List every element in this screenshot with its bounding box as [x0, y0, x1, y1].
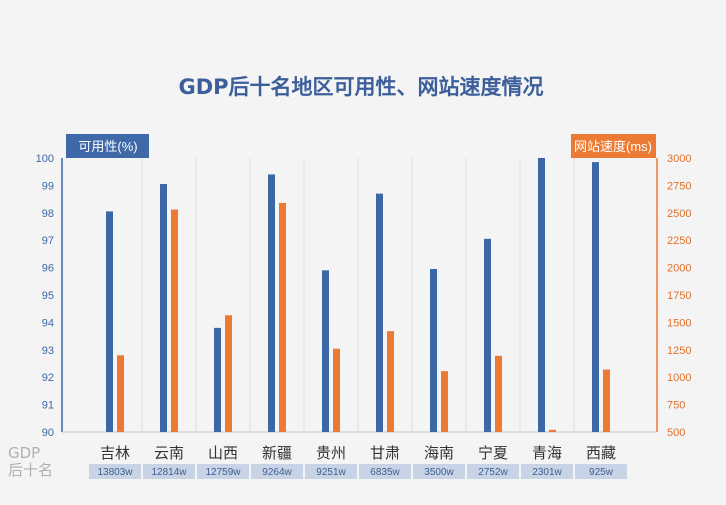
left-axis-ticks: 90 91 92 93 94 95 96 97 98 99 100: [36, 153, 54, 439]
gdp-value-box: [305, 464, 357, 479]
bar-availability: [538, 158, 545, 432]
gdp-value-box: [467, 464, 519, 479]
gdp-value: 9251w: [316, 467, 346, 478]
gdp-value-box: [143, 464, 195, 479]
left-tick-label: 94: [42, 317, 54, 329]
bar-availability: [484, 238, 491, 432]
bar-speed: [171, 209, 178, 432]
bar-availability: [592, 162, 599, 433]
category-labels: 吉林 云南 山西 新疆 贵州 甘肃 海南 宁夏 青海 西藏: [100, 444, 616, 462]
category-label: 甘肃: [370, 444, 400, 462]
gdp-value-box: [197, 464, 249, 479]
axes: [61, 158, 658, 433]
bar-speed: [387, 331, 394, 432]
category-label: 山西: [208, 444, 238, 462]
gdp-row-label-line2: 后十名: [8, 461, 53, 479]
gdp-row: 13803w 12814w 12759w 9264w 9251w 6835w 3500w 27…: [89, 464, 627, 479]
right-tick-label: 1500: [667, 317, 691, 329]
left-tick-label: 96: [42, 263, 54, 275]
right-tick-label: 1750: [667, 290, 691, 302]
right-axis-label: 网站速度(ms): [574, 139, 652, 154]
bar-speed: [333, 348, 340, 432]
category-label: 海南: [424, 444, 454, 462]
left-tick-label: 92: [42, 372, 54, 384]
gdp-value-box: [413, 464, 465, 479]
gdp-value-box: [521, 464, 573, 479]
gdp-value-box: [575, 464, 627, 479]
gdp-value: 13803w: [97, 467, 133, 478]
right-tick-label: 750: [667, 400, 685, 412]
gdp-value: 12814w: [151, 467, 187, 478]
category-label: 吉林: [100, 444, 130, 462]
right-axis-ticks: 500 750 1000 1250 1500 1750 2000 2250 2500 2750 30…: [667, 153, 691, 439]
bar-availability: [322, 270, 329, 432]
left-axis-label: 可用性(%): [78, 139, 137, 154]
bar-speed: [441, 371, 448, 432]
left-tick-label: 90: [42, 427, 54, 439]
bar-availability: [268, 174, 275, 432]
right-tick-label: 2500: [667, 208, 691, 220]
bar-speed: [279, 202, 286, 432]
category-label: 新疆: [262, 444, 292, 462]
bar-availability: [214, 327, 221, 432]
gdp-row-label-line1: GDP: [8, 444, 40, 462]
bar-speed: [603, 369, 610, 432]
grid: [141, 158, 575, 432]
gdp-value-box: [251, 464, 303, 479]
bar-availability: [106, 211, 113, 432]
right-tick-label: 2000: [667, 263, 691, 275]
bar-speed: [549, 429, 556, 432]
right-tick-label: 2750: [667, 180, 691, 192]
left-tick-label: 91: [42, 400, 54, 412]
bar-speed: [495, 355, 502, 432]
gdp-value: 925w: [589, 467, 614, 478]
right-tick-label: 1000: [667, 372, 691, 384]
category-label: 云南: [154, 444, 184, 462]
bar-speed: [225, 315, 232, 432]
left-tick-label: 95: [42, 290, 54, 302]
gdp-value-box: [359, 464, 411, 479]
gdp-value: 6835w: [370, 467, 400, 478]
bar-speed: [117, 355, 124, 432]
gdp-value-box: [89, 464, 141, 479]
right-tick-label: 1250: [667, 345, 691, 357]
gdp-value: 2752w: [478, 467, 508, 478]
right-tick-label: 3000: [667, 153, 691, 165]
category-label: 宁夏: [478, 444, 508, 462]
left-tick-label: 100: [36, 153, 54, 165]
gdp-value: 2301w: [532, 467, 562, 478]
left-axis-label-box: [66, 134, 149, 158]
right-tick-label: 500: [667, 427, 685, 439]
gdp-value: 9264w: [262, 467, 292, 478]
left-tick-label: 93: [42, 345, 54, 357]
category-label: 贵州: [316, 444, 346, 462]
bar-availability: [430, 268, 437, 432]
category-label: 青海: [532, 444, 562, 462]
category-label: 西藏: [586, 444, 616, 462]
bar-availability: [376, 193, 383, 432]
left-tick-label: 98: [42, 208, 54, 220]
left-tick-label: 99: [42, 180, 54, 192]
bar-availability: [160, 184, 167, 432]
gdp-value: 3500w: [424, 467, 454, 478]
gdp-value: 12759w: [205, 467, 241, 478]
chart-title: GDP后十名地区可用性、网站速度情况: [178, 75, 543, 99]
bars: [106, 158, 610, 433]
right-axis-label-box: [571, 134, 656, 158]
right-tick-label: 2250: [667, 235, 691, 247]
left-tick-label: 97: [42, 235, 54, 247]
